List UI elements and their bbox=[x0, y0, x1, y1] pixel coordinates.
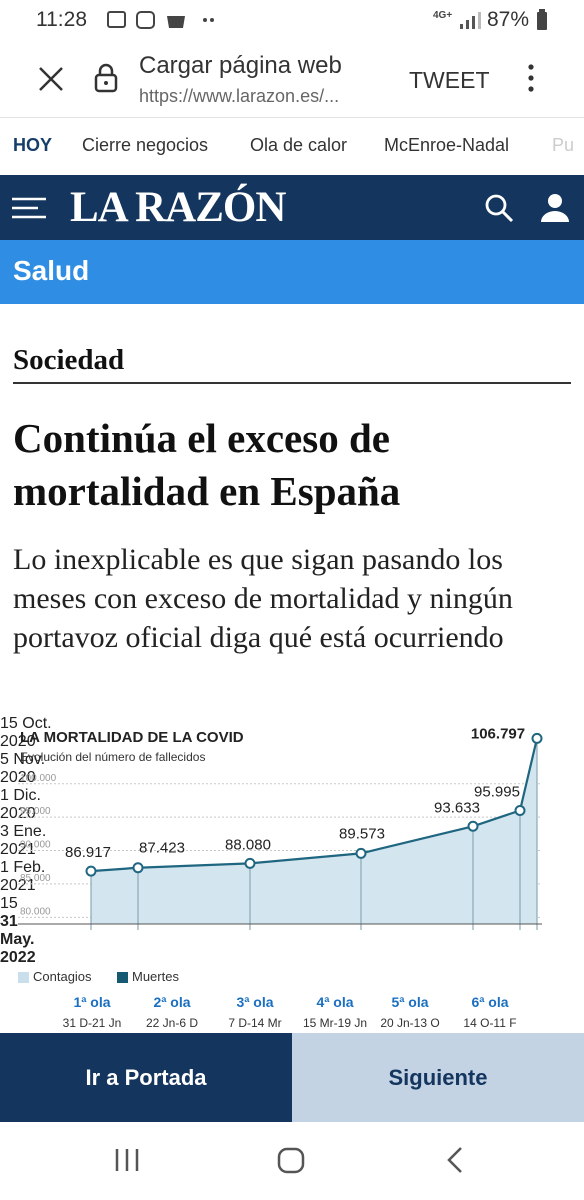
wave-label: 4ª ola bbox=[316, 994, 354, 1010]
chart-subtitle: Evolución del número de fallecidos bbox=[20, 750, 205, 764]
wave-label: 6ª ola bbox=[471, 994, 509, 1010]
x-tick-label: 15 Oct. 2020 bbox=[0, 715, 52, 750]
wave-dates: 14 O-11 F bbox=[463, 1016, 517, 1030]
section-title[interactable]: Salud bbox=[13, 255, 90, 286]
x-tick-label: 3 Ene. 2021 bbox=[0, 823, 47, 858]
value-label: 88.080 bbox=[225, 836, 271, 853]
y-tick-label: 80.000 bbox=[20, 906, 51, 917]
nav-tab[interactable]: Pu bbox=[552, 135, 575, 155]
legend-label: Contagios bbox=[33, 969, 92, 984]
value-label: 87.423 bbox=[139, 840, 185, 857]
menu-button[interactable] bbox=[524, 62, 538, 94]
y-tick-label: 95.000 bbox=[20, 806, 51, 817]
nav-tab[interactable]: HOY bbox=[13, 135, 53, 155]
nav-tab[interactable]: Cierre negocios bbox=[82, 135, 209, 155]
x-tick-label: 31 May. 2022 bbox=[0, 913, 36, 966]
next-button[interactable] bbox=[292, 1033, 584, 1122]
value-label: 89.573 bbox=[339, 825, 385, 842]
nav-tab[interactable]: Ola de calor bbox=[250, 135, 348, 155]
value-label: 106.797 bbox=[471, 725, 525, 742]
wave-label: 5ª ola bbox=[391, 994, 429, 1010]
legend-swatch bbox=[18, 972, 29, 983]
chart: LA MORTALIDAD DE LA COVID Evolución del … bbox=[0, 715, 584, 1033]
lock-icon bbox=[94, 63, 118, 93]
status-time: 11:28 bbox=[36, 8, 87, 31]
system-nav bbox=[115, 1147, 462, 1174]
data-point bbox=[514, 804, 526, 816]
data-point bbox=[85, 865, 97, 877]
status-icons bbox=[107, 11, 214, 29]
divider bbox=[0, 117, 584, 118]
y-tick-label: 85.000 bbox=[20, 873, 51, 884]
value-label: 86.917 bbox=[65, 844, 111, 861]
article-subheadline: Lo inexplicable es que sigan pasando los… bbox=[13, 543, 513, 654]
wave-label: 3ª ola bbox=[236, 994, 274, 1010]
article-headline: Continúa el exceso de mortalidad en Espa… bbox=[13, 415, 401, 514]
data-point bbox=[467, 820, 479, 832]
y-tick-label: 100.000 bbox=[20, 773, 57, 784]
wave-label: 2ª ola bbox=[153, 994, 191, 1010]
wave-dates: 22 Jn-6 D bbox=[145, 1016, 199, 1030]
data-point bbox=[132, 862, 144, 874]
site-logo[interactable]: LA RAZÓN bbox=[70, 184, 286, 231]
home-button-label[interactable]: Ir a Portada bbox=[85, 1065, 207, 1090]
status-network: 4G+ bbox=[433, 10, 453, 21]
wave-dates: 20 Jn-13 O bbox=[380, 1016, 440, 1030]
article-category[interactable]: Sociedad bbox=[13, 344, 125, 376]
value-label: 95.995 bbox=[474, 783, 520, 800]
user-button[interactable] bbox=[538, 192, 572, 224]
page-title: Cargar página web bbox=[139, 52, 342, 79]
x-tick-label: 1 Feb. 2021 bbox=[0, 859, 46, 894]
data-point bbox=[244, 857, 256, 869]
wave-dates: 15 Mr-19 Jn bbox=[302, 1016, 368, 1030]
x-tick-label: 5 Nov. 2020 bbox=[0, 751, 46, 786]
nav-tab[interactable]: McEnroe-Nadal bbox=[384, 135, 510, 155]
wave-dates: 7 D-14 Mr bbox=[228, 1016, 282, 1030]
divider bbox=[13, 382, 571, 384]
legend-label: Muertes bbox=[132, 969, 179, 984]
wave-dates: 31 D-21 Jn bbox=[62, 1016, 122, 1030]
next-button-label[interactable]: Siguiente bbox=[388, 1065, 488, 1090]
home-button[interactable] bbox=[0, 1033, 292, 1122]
legend-swatch bbox=[117, 972, 128, 983]
x-tick-label: 1 Dic. 2020 bbox=[0, 787, 41, 822]
y-tick-label: 90.000 bbox=[20, 840, 51, 851]
wave-label: 1ª ola bbox=[73, 994, 111, 1010]
tweet-button[interactable]: TWEET bbox=[409, 67, 490, 93]
chart-canvas: LA MORTALIDAD DE LA COVID Evolución del … bbox=[18, 725, 543, 930]
battery-icon bbox=[537, 9, 547, 30]
signal-icon bbox=[460, 12, 481, 29]
close-button[interactable] bbox=[36, 64, 66, 94]
hamburger-menu[interactable] bbox=[12, 196, 48, 220]
x-tick-label: 15 bbox=[0, 895, 18, 912]
section-bar bbox=[0, 240, 584, 304]
page-url[interactable]: https://www.larazon.es/... bbox=[139, 86, 340, 106]
status-battery: 87% bbox=[487, 8, 530, 31]
area-fill bbox=[91, 738, 537, 924]
chart-title: LA MORTALIDAD DE LA COVID bbox=[20, 729, 244, 746]
data-point bbox=[531, 732, 543, 744]
search-button[interactable] bbox=[484, 193, 516, 225]
data-point bbox=[355, 847, 367, 859]
value-label: 93.633 bbox=[434, 799, 480, 816]
